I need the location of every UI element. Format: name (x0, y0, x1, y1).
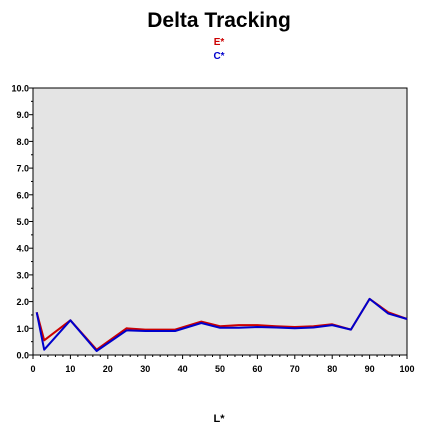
series-line-c-star (35, 297, 408, 352)
y-tick-label: 6.0 (16, 190, 29, 200)
legend-entry-e-star: E* (214, 37, 225, 48)
x-tick-label: 0 (30, 364, 35, 374)
y-tick-label: 3.0 (16, 270, 29, 280)
y-tick-label: 9.0 (16, 110, 29, 120)
series-layer (35, 297, 408, 352)
plot-area (32, 87, 408, 356)
x-tick-label: 80 (327, 364, 337, 374)
x-tick-label: 100 (399, 364, 414, 374)
y-axis: 0.0 1.0 2.0 3.0 4.0 5.0 6.0 7.0 8.0 9.0 10.0 (11, 84, 33, 361)
y-tick-label: 4.0 (16, 244, 29, 254)
y-tick-label: 10.0 (11, 84, 29, 94)
x-tick-label: 60 (252, 364, 262, 374)
x-axis: 0 10 20 30 40 50 60 70 80 90 100 (30, 355, 415, 374)
y-tick-label: 2.0 (16, 297, 29, 307)
x-tick-label: 50 (215, 364, 225, 374)
y-tick-label: 8.0 (16, 137, 29, 147)
y-tick-label: 0.0 (16, 351, 29, 361)
y-tick-label: 7.0 (16, 164, 29, 174)
y-tick-label: 1.0 (16, 324, 29, 334)
x-tick-label: 90 (365, 364, 375, 374)
x-tick-label: 40 (178, 364, 188, 374)
x-tick-label: 30 (140, 364, 150, 374)
chart-title: Delta Tracking (147, 9, 291, 32)
x-axis-label: L* (214, 413, 226, 425)
y-tick-label: 5.0 (16, 217, 29, 227)
legend-entry-c-star: C* (213, 51, 224, 62)
x-tick-label: 70 (290, 364, 300, 374)
x-tick-label: 10 (65, 364, 75, 374)
x-tick-label: 20 (103, 364, 113, 374)
